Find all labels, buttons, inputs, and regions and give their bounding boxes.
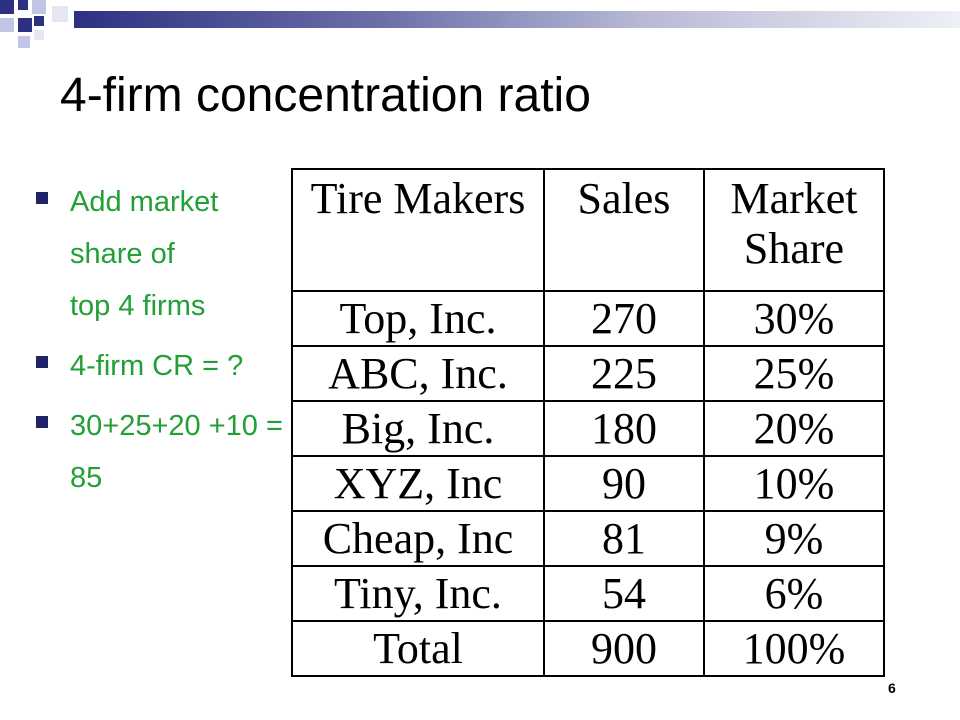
- firm-cell: ABC, Inc.: [291, 345, 545, 402]
- square-bullet-icon: [36, 416, 48, 428]
- share-cell: 25%: [703, 345, 885, 402]
- share-cell: 100%: [703, 620, 885, 677]
- firm-cell: Big, Inc.: [291, 400, 545, 457]
- bullet-text: 4-firm CR = ?: [70, 350, 244, 382]
- table-row: ABC, Inc. 225 25%: [291, 345, 885, 402]
- bullet-item: Add market share of top 4 firms: [36, 176, 276, 332]
- firm-cell: Tiny, Inc.: [291, 565, 545, 622]
- decor-square: [34, 30, 44, 40]
- decor-square: [18, 0, 28, 10]
- slide-title: 4-firm concentration ratio: [60, 69, 591, 122]
- column-header: Market Share: [703, 168, 885, 292]
- square-bullet-icon: [36, 192, 48, 204]
- market-share-table: Tire Makers Sales Market Share Top, Inc.…: [291, 168, 885, 677]
- table-row: Cheap, Inc 81 9%: [291, 510, 885, 567]
- share-cell: 6%: [703, 565, 885, 622]
- header-gradient-bar: [74, 11, 960, 28]
- firm-cell: Cheap, Inc: [291, 510, 545, 567]
- bullet-text: 30+25+20 +10 = 85: [70, 410, 283, 494]
- decor-square: [34, 16, 44, 26]
- column-header: Tire Makers: [291, 168, 545, 292]
- share-cell: 20%: [703, 400, 885, 457]
- sales-cell: 270: [543, 290, 705, 347]
- column-header: Sales: [543, 168, 705, 292]
- table-row: Tiny, Inc. 54 6%: [291, 565, 885, 622]
- square-bullet-icon: [36, 356, 48, 368]
- page-number: 6: [888, 680, 896, 696]
- firm-cell: Total: [291, 620, 545, 677]
- table-total-row: Total 900 100%: [291, 620, 885, 677]
- bullet-text: Add market share of top 4 firms: [70, 186, 219, 322]
- table-header-row: Tire Makers Sales Market Share: [291, 168, 885, 292]
- sales-cell: 225: [543, 345, 705, 402]
- sales-cell: 54: [543, 565, 705, 622]
- bullet-list: Add market share of top 4 firms 4-firm C…: [36, 176, 283, 512]
- table-row: Big, Inc. 180 20%: [291, 400, 885, 457]
- decor-square: [0, 0, 14, 14]
- sales-cell: 900: [543, 620, 705, 677]
- share-cell: 10%: [703, 455, 885, 512]
- firm-cell: XYZ, Inc: [291, 455, 545, 512]
- table-row: XYZ, Inc 90 10%: [291, 455, 885, 512]
- decor-square: [32, 0, 46, 14]
- share-cell: 30%: [703, 290, 885, 347]
- sales-cell: 81: [543, 510, 705, 567]
- bullet-item: 4-firm CR = ?: [36, 340, 276, 392]
- firm-cell: Top, Inc.: [291, 290, 545, 347]
- decor-square: [0, 18, 14, 32]
- sales-cell: 180: [543, 400, 705, 457]
- decor-square: [18, 18, 32, 32]
- table-row: Top, Inc. 270 30%: [291, 290, 885, 347]
- share-cell: 9%: [703, 510, 885, 567]
- sales-cell: 90: [543, 455, 705, 512]
- bullet-item: 30+25+20 +10 = 85: [36, 400, 283, 504]
- decor-square: [18, 36, 30, 48]
- decor-square: [52, 6, 68, 22]
